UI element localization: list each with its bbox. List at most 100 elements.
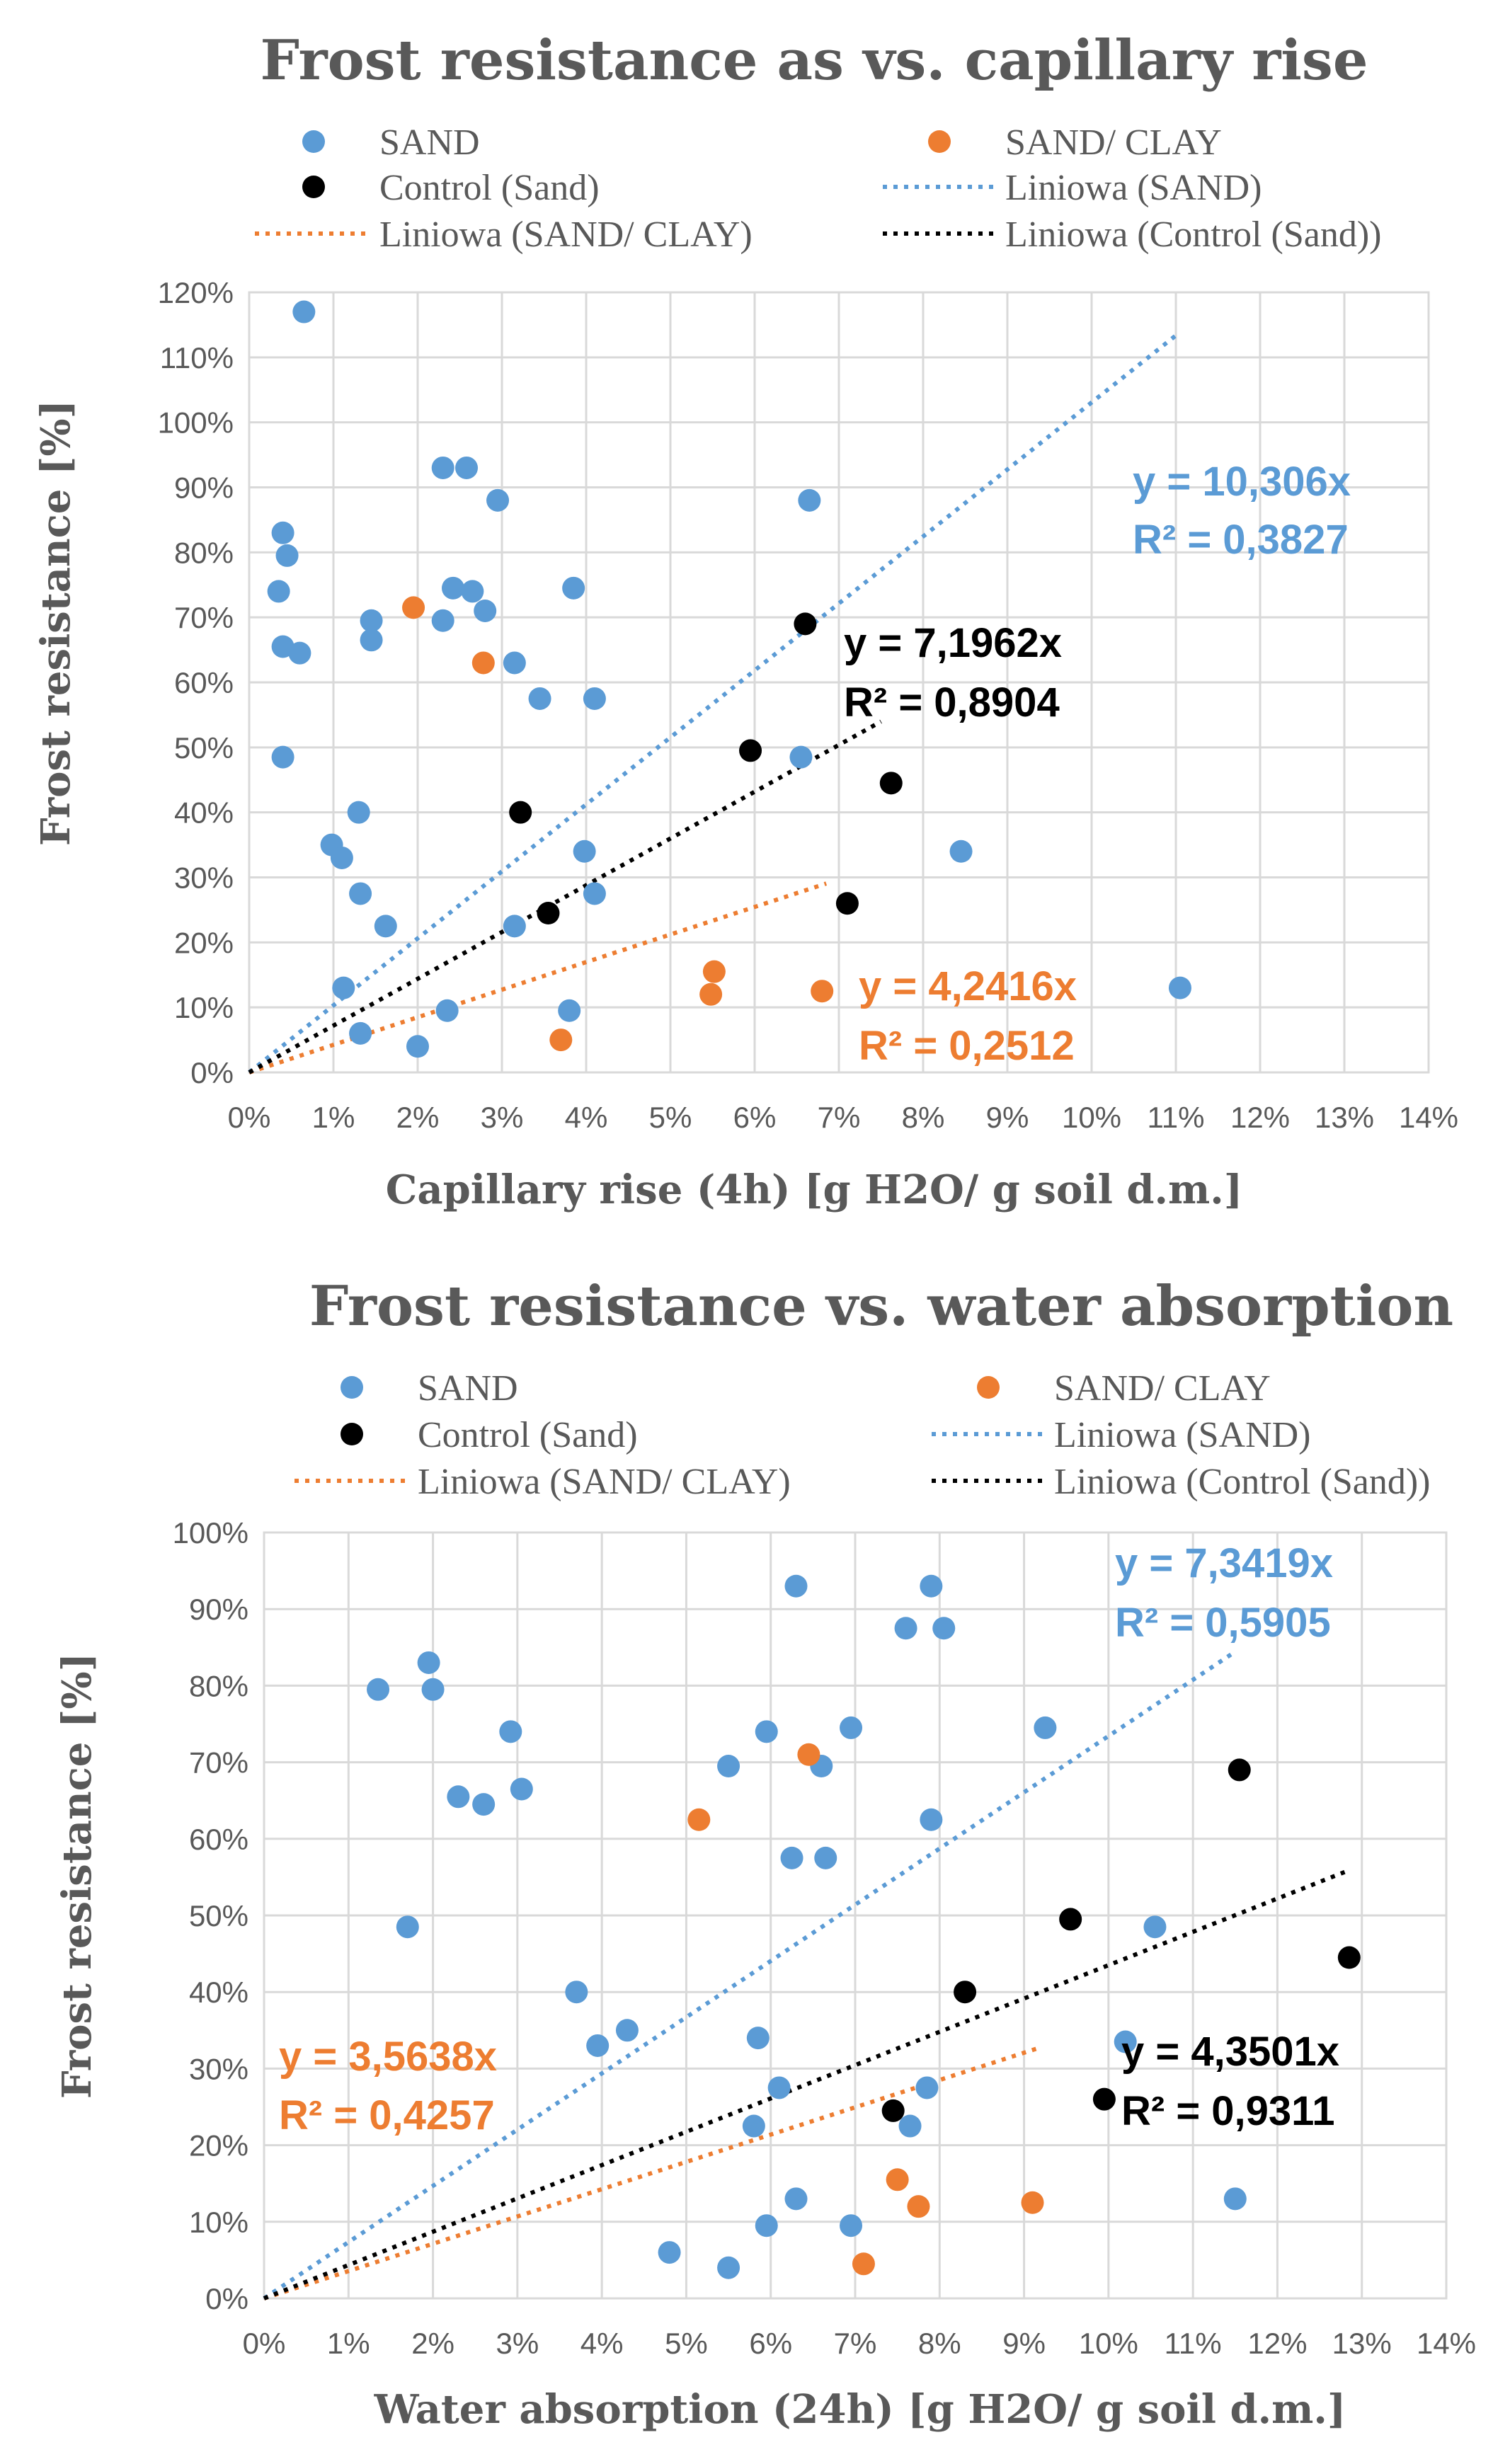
legend-marker-sand — [341, 1376, 363, 1399]
x-tick-label: 9% — [1002, 2327, 1046, 2360]
x-tick-label: 11% — [1165, 2327, 1222, 2360]
y-tick-label: 20% — [189, 2129, 248, 2162]
chart1-legend-sand-clay: SAND/ CLAY — [928, 122, 1222, 163]
point-sand — [288, 641, 311, 665]
y-tick-label: 10% — [189, 2206, 248, 2239]
trendline-liniowa-sand-clay — [263, 2045, 1042, 2300]
chart1-legend-trend-control: Liniowa (Control (Sand)) — [883, 214, 1381, 255]
point-sand-clay — [1021, 2191, 1044, 2214]
chart2-legend-trend-sand: Liniowa (SAND) — [932, 1415, 1311, 1455]
point-sand — [330, 846, 353, 869]
point-sand — [431, 609, 454, 632]
x-tick-label: 6% — [749, 2327, 792, 2360]
chart1-legend-sand: SAND — [302, 122, 480, 163]
chart1-annotation-control: y = 7,1962x R² = 0,8904 — [844, 620, 1062, 726]
point-sand — [1114, 2030, 1137, 2053]
point-sand — [367, 1678, 390, 1701]
point-control-sand — [954, 1981, 977, 2004]
chart2-annotation-sand: y = 7,3419x R² = 0,5905 — [1115, 1540, 1333, 1646]
point-sand — [583, 882, 606, 905]
point-sand — [932, 1617, 956, 1640]
y-tick-label: 40% — [174, 796, 234, 830]
chart1-annotation-sand: y = 10,306x R² = 0,3827 — [1133, 459, 1351, 563]
point-sand — [406, 1035, 429, 1058]
x-tick-label: 3% — [496, 2327, 539, 2360]
point-sand — [780, 1846, 803, 1869]
point-sand — [271, 521, 294, 544]
point-sand — [949, 840, 973, 863]
point-sand — [421, 1678, 445, 1701]
y-tick-label: 100% — [158, 406, 234, 440]
y-tick-label: 50% — [189, 1899, 248, 1932]
chart1-y-axis-title: Frost resistance [%] — [33, 400, 79, 846]
point-control-sand — [1228, 1758, 1251, 1782]
trendline-liniowa-control-sand — [248, 719, 882, 1075]
point-control-sand — [879, 772, 903, 795]
point-sand — [292, 300, 316, 323]
point-sand — [615, 2019, 639, 2042]
legend-label-sand-clay: SAND/ CLAY — [1054, 1368, 1271, 1409]
chart2-r2-control: R² = 0,9311 — [1121, 2088, 1335, 2134]
y-tick-label: 80% — [174, 536, 234, 569]
chart2-r2-sand: R² = 0,5905 — [1115, 1600, 1331, 1646]
point-sand — [461, 580, 484, 603]
x-tick-label: 11% — [1148, 1101, 1205, 1134]
chart2-y-ticks: 0% 10% 20% 30% 40% 50% 60% 70% 80% 90% 100% — [173, 1516, 248, 2315]
point-control-sand — [1059, 1908, 1082, 1931]
y-tick-label: 70% — [174, 601, 234, 634]
chart1-r2-sand: R² = 0,3827 — [1133, 517, 1349, 563]
point-sand — [528, 687, 551, 710]
point-sand — [441, 576, 464, 600]
point-sand — [417, 1651, 440, 1674]
x-tick-label: 10% — [1062, 1101, 1121, 1134]
chart2-plot-frame — [263, 1531, 1448, 2300]
legend-marker-control — [302, 176, 325, 198]
y-tick-label: 90% — [189, 1593, 248, 1626]
point-sand — [573, 840, 596, 863]
point-sand — [360, 609, 383, 632]
point-sand — [472, 1793, 496, 1816]
point-sand — [784, 2187, 808, 2211]
point-sand — [755, 1720, 778, 1743]
chart2-legend-control: Control (Sand) — [341, 1415, 638, 1455]
point-control-sand — [1092, 2087, 1116, 2111]
chart-capillary-rise: Frost resistance as vs. capillary rise S… — [33, 28, 1458, 1213]
point-sand — [1143, 1915, 1167, 1939]
point-sand — [271, 745, 294, 769]
series-sand-clay — [687, 1743, 1044, 2276]
series-sand — [267, 300, 1191, 1058]
point-sand-clay — [549, 1028, 573, 1052]
point-sand — [717, 2256, 740, 2279]
point-sand-clay — [702, 960, 726, 983]
x-tick-label: 8% — [918, 2327, 961, 2360]
chart1-legend-trend-clay: Liniowa (SAND/ CLAY) — [255, 214, 753, 255]
y-tick-label: 100% — [173, 1516, 248, 1549]
point-sand — [558, 999, 581, 1022]
point-sand — [431, 456, 454, 479]
x-tick-label: 2% — [396, 1101, 440, 1134]
chart1-x-ticks: 0% 1% 2% 3% 4% 5% 6% 7% 8% 9% 10% 11% 12% 13% 14% — [228, 1101, 1458, 1134]
point-sand-clay — [402, 596, 425, 619]
point-control-sand — [537, 902, 560, 925]
chart1-eq-sand: y = 10,306x — [1133, 459, 1351, 505]
chart1-points — [267, 300, 1191, 1058]
point-sand — [510, 1777, 533, 1801]
legend-label-trend-sand: Liniowa (SAND) — [1005, 168, 1262, 208]
x-tick-label: 10% — [1079, 2327, 1138, 2360]
chart2-legend-sand: SAND — [341, 1368, 518, 1409]
point-sand — [767, 2076, 791, 2099]
point-sand-clay — [852, 2252, 875, 2276]
x-tick-label: 7% — [834, 2327, 877, 2360]
chart1-r2-control: R² = 0,8904 — [844, 680, 1060, 726]
point-sand — [586, 2034, 610, 2057]
point-sand — [840, 2214, 863, 2237]
point-sand — [1034, 1716, 1057, 1739]
chart2-legend-trend-control: Liniowa (Control (Sand)) — [932, 1462, 1430, 1502]
point-control-sand — [739, 739, 762, 762]
point-sand — [920, 1574, 943, 1598]
x-tick-label: 1% — [312, 1101, 355, 1134]
legend-label-trend-clay: Liniowa (SAND/ CLAY) — [418, 1462, 791, 1502]
x-tick-label: 5% — [665, 2327, 708, 2360]
x-tick-label: 4% — [580, 2327, 624, 2360]
chart1-trendlines — [248, 333, 1177, 1075]
